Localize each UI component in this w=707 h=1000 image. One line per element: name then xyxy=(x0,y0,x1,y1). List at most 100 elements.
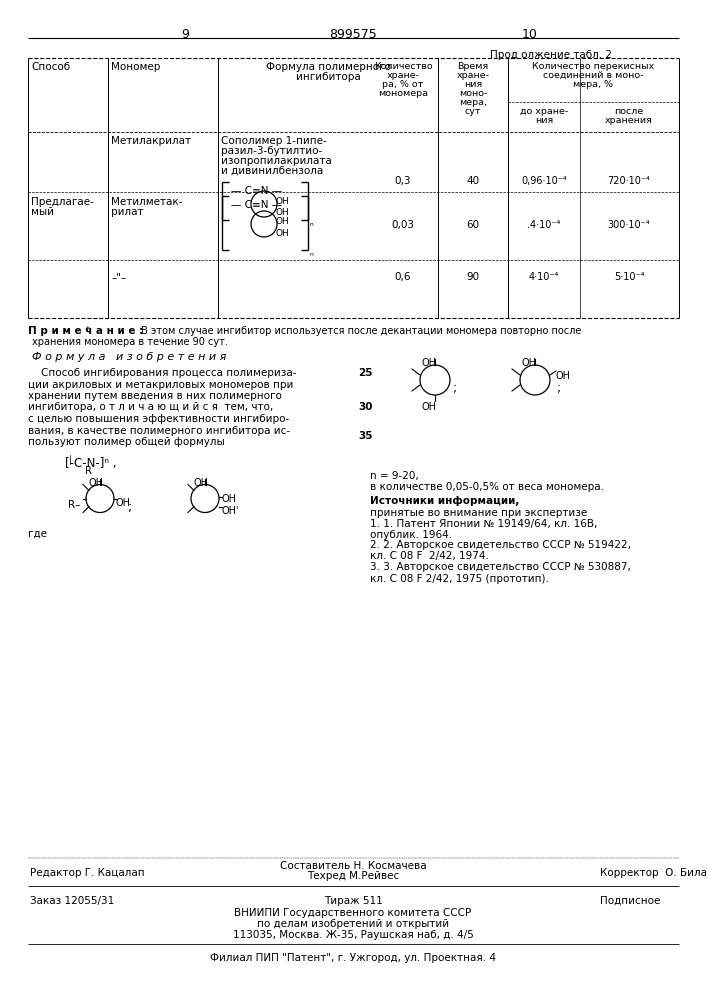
Text: ния: ния xyxy=(464,80,482,89)
Text: OH: OH xyxy=(421,358,436,368)
Text: в количестве 0,05-0,5% от веса мономера.: в количестве 0,05-0,5% от веса мономера. xyxy=(370,482,604,491)
Text: OH: OH xyxy=(276,197,290,206)
Text: 60: 60 xyxy=(467,220,479,230)
Text: ;: ; xyxy=(128,500,132,514)
Text: 0,03: 0,03 xyxy=(392,220,414,230)
Text: OH: OH xyxy=(522,358,537,368)
Text: принятые во внимание при экспертизе: принятые во внимание при экспертизе xyxy=(370,508,588,518)
Text: 30: 30 xyxy=(358,402,373,412)
Text: соединений в моно-: соединений в моно- xyxy=(543,71,643,80)
Text: хране-: хране- xyxy=(457,71,489,80)
Text: 40: 40 xyxy=(467,176,479,186)
Text: Ф о р м у л а   и з о б р е т е н и я: Ф о р м у л а и з о б р е т е н и я xyxy=(32,352,226,362)
Text: моно-: моно- xyxy=(459,89,487,98)
Text: мера, %: мера, % xyxy=(573,80,613,89)
Text: Корректор  О. Билак: Корректор О. Билак xyxy=(600,868,707,878)
Text: 3. 3. Авторское свидетельство СССР № 530887,: 3. 3. Авторское свидетельство СССР № 530… xyxy=(370,562,631,572)
Text: OH: OH xyxy=(276,208,290,217)
Text: OH: OH xyxy=(194,478,209,488)
Text: 90: 90 xyxy=(467,272,479,282)
Text: 0,6: 0,6 xyxy=(395,272,411,282)
Text: — C≡N —: — C≡N — xyxy=(231,200,282,210)
Text: Источники информации,: Источники информации, xyxy=(370,496,520,506)
Text: 4·10⁻⁴: 4·10⁻⁴ xyxy=(529,272,559,282)
Text: Тираж 511: Тираж 511 xyxy=(324,896,382,906)
Text: 9: 9 xyxy=(181,28,189,41)
Text: 5·10⁻⁴: 5·10⁻⁴ xyxy=(614,272,644,282)
Text: хранения: хранения xyxy=(605,116,653,125)
Text: Составитель Н. Космачева: Составитель Н. Космачева xyxy=(280,861,426,871)
Text: OH: OH xyxy=(88,478,103,488)
Text: n = 9-20,: n = 9-20, xyxy=(370,471,419,481)
Text: Прод олжение табл. 2: Прод олжение табл. 2 xyxy=(490,50,612,60)
Text: В этом случае ингибитор используется после декантации мономера повторно после: В этом случае ингибитор используется пос… xyxy=(138,326,581,336)
Text: OH: OH xyxy=(276,229,290,238)
Text: 113035, Москва. Ж-35, Раушская наб, д. 4/5: 113035, Москва. Ж-35, Раушская наб, д. 4… xyxy=(233,930,474,940)
Text: по делам изобретений и открытий: по делам изобретений и открытий xyxy=(257,919,449,929)
Text: с целью повышения эффективности ингибиро-: с целью повышения эффективности ингибиро… xyxy=(28,414,289,424)
Text: 10: 10 xyxy=(522,28,538,41)
Text: вания, в качестве полимерного ингибитора ис-: вания, в качестве полимерного ингибитора… xyxy=(28,426,290,436)
Text: OH: OH xyxy=(221,493,236,504)
Text: ции акриловых и метакриловых мономеров при: ции акриловых и метакриловых мономеров п… xyxy=(28,379,293,389)
Text: .4·10⁻⁴: .4·10⁻⁴ xyxy=(527,220,561,230)
Text: Количество: Количество xyxy=(374,62,432,71)
Text: мономера: мономера xyxy=(378,89,428,98)
Text: ингибитора: ингибитора xyxy=(296,72,361,82)
Text: Метилакрилат: Метилакрилат xyxy=(111,136,191,146)
Text: Способ: Способ xyxy=(31,62,70,72)
Text: рилат: рилат xyxy=(111,207,144,217)
Text: OH: OH xyxy=(116,498,131,508)
Text: Сополимер 1-пипе-: Сополимер 1-пипе- xyxy=(221,136,327,146)
Text: опублик. 1964.: опублик. 1964. xyxy=(370,530,452,540)
Text: Заказ 12055/31: Заказ 12055/31 xyxy=(30,896,115,906)
Text: ра, % от: ра, % от xyxy=(382,80,423,89)
Text: OH': OH' xyxy=(221,506,238,516)
Text: 0,96·10⁻⁴: 0,96·10⁻⁴ xyxy=(521,176,567,186)
Text: 35: 35 xyxy=(358,431,373,441)
Text: Редактор Г. Кацалап: Редактор Г. Кацалап xyxy=(30,868,145,878)
Text: ;: ; xyxy=(453,382,457,395)
Text: R–: R– xyxy=(68,499,81,510)
Text: ₙ: ₙ xyxy=(309,248,313,258)
Text: где: где xyxy=(28,528,47,538)
Text: ;: ; xyxy=(557,382,561,395)
Text: 0,3: 0,3 xyxy=(395,176,411,186)
Text: OH: OH xyxy=(421,402,436,412)
Text: [-C-N-]ⁿ ,: [-C-N-]ⁿ , xyxy=(65,456,117,470)
Text: ВНИИПИ Государственного комитета СССР: ВНИИПИ Государственного комитета СССР xyxy=(235,908,472,918)
Text: до хране-: до хране- xyxy=(520,107,568,116)
Text: сут: сут xyxy=(464,107,481,116)
Text: ния: ния xyxy=(535,116,553,125)
Text: Подписное: Подписное xyxy=(600,896,660,906)
Text: 1. 1. Патент Японии № 19149/64, кл. 16B,: 1. 1. Патент Японии № 19149/64, кл. 16B, xyxy=(370,518,597,528)
Text: хранении путем введения в них полимерного: хранении путем введения в них полимерног… xyxy=(28,391,282,401)
Text: 2. 2. Авторское свидетельство СССР № 519422,: 2. 2. Авторское свидетельство СССР № 519… xyxy=(370,540,631,550)
Text: Способ ингибирования процесса полимериза-: Способ ингибирования процесса полимериза… xyxy=(28,368,296,378)
Text: 300·10⁻⁴: 300·10⁻⁴ xyxy=(608,220,650,230)
Text: 25: 25 xyxy=(358,368,373,378)
Text: хранения мономера в течение 90 сут.: хранения мономера в течение 90 сут. xyxy=(32,337,228,347)
Text: Время: Время xyxy=(457,62,489,71)
Text: 899575: 899575 xyxy=(329,28,377,41)
Text: OH: OH xyxy=(556,371,571,381)
Text: — C≡N —: — C≡N — xyxy=(231,186,282,196)
Text: мера,: мера, xyxy=(459,98,487,107)
Text: R: R xyxy=(85,466,92,477)
Text: ₙ: ₙ xyxy=(309,218,313,228)
Text: Предлагае-: Предлагае- xyxy=(31,197,94,207)
Text: –"–: –"– xyxy=(111,272,127,282)
Text: ингибитора, о т л и ч а ю щ и й с я  тем, что,: ингибитора, о т л и ч а ю щ и й с я тем,… xyxy=(28,402,273,412)
Text: разил-3-бутилтио-: разил-3-бутилтио- xyxy=(221,146,322,156)
Text: мый: мый xyxy=(31,207,54,217)
Text: Количество перекисных: Количество перекисных xyxy=(532,62,654,71)
Text: 720·10⁻⁴: 720·10⁻⁴ xyxy=(607,176,650,186)
Text: Мономер: Мономер xyxy=(111,62,160,72)
Text: после: после xyxy=(614,107,643,116)
Text: Формула полимерного: Формула полимерного xyxy=(266,62,390,72)
Text: Метилметак-: Метилметак- xyxy=(111,197,182,207)
Text: пользуют полимер общей формулы: пользуют полимер общей формулы xyxy=(28,437,225,447)
Text: OH: OH xyxy=(276,217,290,226)
Text: Филиал ПИП "Патент", г. Ужгород, ул. Проектная. 4: Филиал ПИП "Патент", г. Ужгород, ул. Про… xyxy=(210,953,496,963)
Text: Техред М.Рейвес: Техред М.Рейвес xyxy=(307,871,399,881)
